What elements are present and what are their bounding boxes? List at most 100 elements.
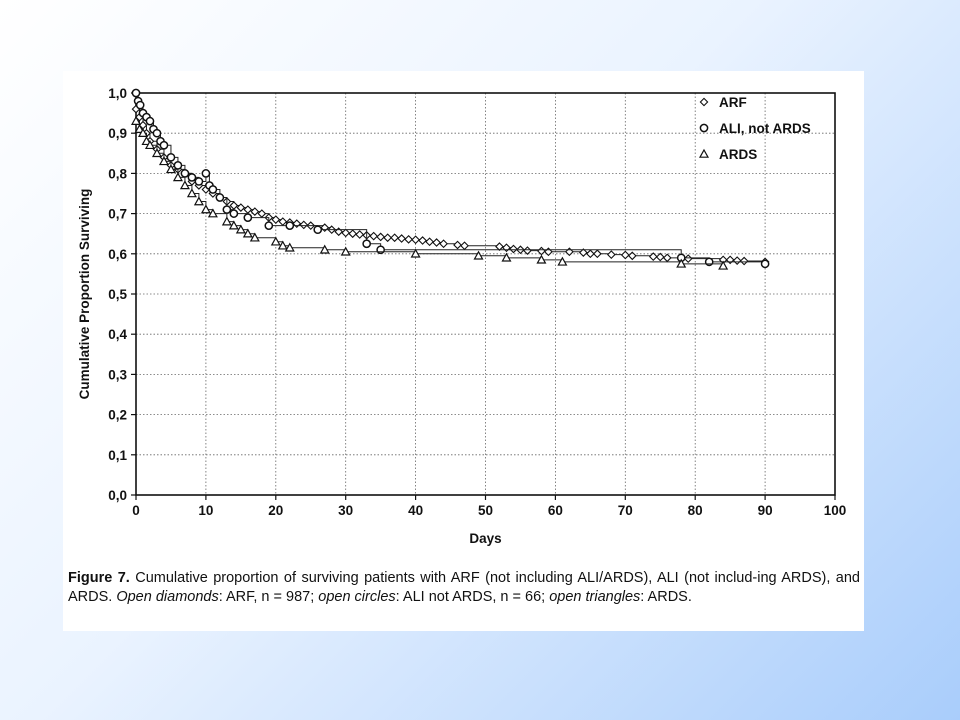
data-point-diamond bbox=[418, 236, 427, 245]
data-point-triangle bbox=[221, 216, 232, 226]
caption-label: Figure 7. bbox=[68, 570, 130, 586]
data-point-circle bbox=[180, 169, 190, 178]
data-point-circle bbox=[131, 88, 141, 98]
data-point-diamond bbox=[271, 215, 281, 225]
series-line-diamond bbox=[136, 108, 766, 262]
x-tick-label: 30 bbox=[338, 503, 353, 518]
series-line-circle bbox=[136, 92, 766, 264]
figure-caption: Figure 7. Cumulative proportion of survi… bbox=[68, 569, 860, 606]
data-point-triangle bbox=[235, 224, 246, 234]
data-point-triangle bbox=[473, 250, 484, 260]
y-axis-title: Cumulative Proportion Surviving bbox=[77, 189, 92, 400]
data-point-triangle bbox=[340, 246, 351, 256]
legend-marker-diamond bbox=[699, 97, 709, 107]
data-point-circle bbox=[135, 100, 145, 110]
data-point-triangle bbox=[141, 136, 152, 146]
caption-circles-label: open circles bbox=[318, 588, 396, 605]
data-point-diamond bbox=[432, 238, 441, 247]
data-point-triangle bbox=[158, 156, 169, 166]
data-point-triangle bbox=[144, 140, 155, 150]
data-point-triangle bbox=[676, 258, 687, 268]
data-point-circle bbox=[376, 245, 385, 255]
data-point-diamond bbox=[627, 251, 637, 261]
legend-label-triangle: ARDS bbox=[719, 147, 757, 162]
data-point-triangle bbox=[501, 252, 512, 262]
data-point-triangle bbox=[179, 180, 190, 190]
data-point-triangle bbox=[270, 236, 281, 246]
x-tick-label: 100 bbox=[824, 503, 847, 518]
x-tick-label: 50 bbox=[478, 503, 493, 518]
data-point-diamond bbox=[453, 240, 462, 250]
data-point-diamond bbox=[509, 244, 518, 254]
survival-chart: 0,0 0,1 0,2 0,3 0,4 0,5 0,6 0,7 0,8 0,9 1,0 0 10 20 30… bbox=[77, 86, 847, 546]
data-point-diamond bbox=[502, 243, 511, 253]
y-tick-label: 0,4 bbox=[108, 327, 127, 342]
y-tick-label: 0,5 bbox=[108, 287, 127, 302]
data-point-diamond bbox=[578, 248, 588, 257]
data-point-diamond bbox=[243, 205, 253, 214]
data-point-triangle bbox=[165, 164, 176, 174]
data-point-circle bbox=[166, 152, 176, 162]
data-point-diamond bbox=[250, 207, 260, 216]
data-point-triangle bbox=[277, 240, 288, 250]
data-point-circle bbox=[208, 185, 218, 194]
data-point-circle bbox=[194, 177, 204, 186]
legend-marker-circle bbox=[699, 123, 709, 133]
data-point-diamond bbox=[655, 252, 665, 262]
data-point-diamond bbox=[411, 235, 420, 245]
x-tick-label: 90 bbox=[758, 503, 773, 518]
data-point-diamond bbox=[383, 233, 393, 243]
data-point-circle bbox=[362, 239, 372, 249]
x-tick-label: 60 bbox=[548, 503, 563, 518]
caption-text-3: : ALI not ARDS, n = 66; bbox=[395, 588, 550, 605]
legend-marker-triangle bbox=[698, 148, 710, 158]
caption-diamonds-label: Open diamonds bbox=[116, 588, 219, 605]
data-point-diamond bbox=[460, 241, 469, 251]
data-point-diamond bbox=[355, 230, 365, 239]
data-point-diamond bbox=[592, 249, 602, 259]
data-point-diamond bbox=[278, 217, 288, 227]
figure-panel: 0,0 0,1 0,2 0,3 0,4 0,5 0,6 0,7 0,8 0,9 1,0 0 10 20 30… bbox=[63, 71, 864, 631]
x-axis-title: Days bbox=[469, 531, 501, 546]
data-point-diamond bbox=[292, 219, 302, 229]
data-point-triangle bbox=[193, 196, 204, 206]
data-point-circle bbox=[313, 225, 323, 235]
data-point-diamond bbox=[585, 249, 595, 259]
data-point-circle bbox=[187, 173, 197, 182]
data-point-diamond bbox=[348, 229, 358, 239]
data-point-diamond bbox=[299, 220, 309, 230]
x-tick-label: 40 bbox=[408, 503, 423, 518]
data-point-diamond bbox=[523, 246, 532, 255]
data-point-diamond bbox=[620, 250, 630, 260]
data-point-circle bbox=[222, 205, 232, 214]
x-tick-label: 70 bbox=[618, 503, 633, 518]
data-point-triangle bbox=[284, 242, 295, 252]
data-point-diamond bbox=[376, 232, 386, 242]
data-point-diamond bbox=[439, 239, 448, 249]
data-point-diamond bbox=[739, 256, 749, 266]
data-point-diamond bbox=[334, 227, 344, 237]
data-point-circle bbox=[145, 116, 155, 126]
data-point-triangle bbox=[410, 248, 421, 258]
data-point-triangle bbox=[172, 172, 183, 182]
x-tick-label: 10 bbox=[198, 503, 213, 518]
data-point-diamond bbox=[732, 256, 742, 266]
y-tick-label: 0,1 bbox=[108, 448, 127, 463]
data-point-diamond bbox=[397, 234, 406, 243]
data-point-triangle bbox=[151, 148, 162, 158]
y-tick-label: 0,9 bbox=[108, 126, 127, 141]
data-point-diamond bbox=[320, 223, 330, 233]
data-point-diamond bbox=[257, 209, 267, 218]
data-point-triangle bbox=[536, 254, 547, 264]
data-point-diamond bbox=[495, 242, 504, 251]
data-point-circle bbox=[264, 221, 274, 231]
data-point-diamond bbox=[662, 253, 672, 263]
data-point-circle bbox=[760, 259, 770, 269]
data-point-triangle bbox=[249, 232, 260, 242]
x-tick-label: 0 bbox=[132, 503, 140, 518]
data-point-triangle bbox=[186, 188, 197, 198]
data-point-circle bbox=[704, 257, 714, 267]
data-point-diamond bbox=[683, 254, 693, 264]
data-point-triangle bbox=[200, 204, 211, 214]
data-point-diamond bbox=[606, 250, 616, 259]
